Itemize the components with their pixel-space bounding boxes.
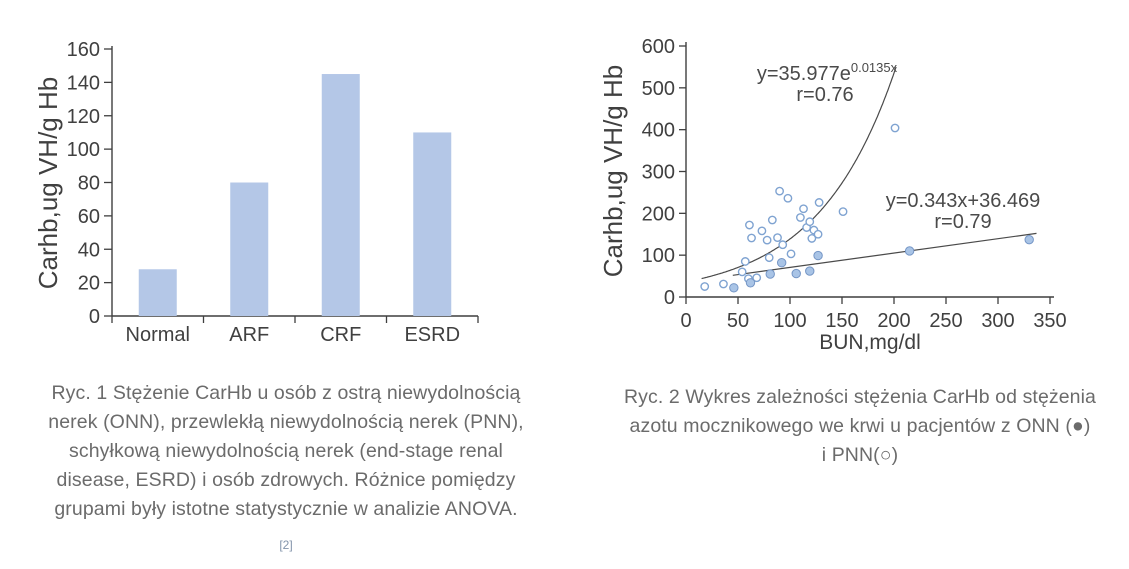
- scatter-point-open: [783, 193, 793, 203]
- y-tick-label: 60: [78, 206, 100, 228]
- x-tick-label: 150: [825, 310, 858, 332]
- scatter-point-open: [737, 267, 747, 277]
- scatter-point-filled: [805, 266, 815, 276]
- scatter-chart: 0 100 200 300 400 500 600 0 50 100 150 200 250 300 350…: [598, 36, 1067, 354]
- category-label: ARF: [229, 324, 269, 346]
- category-label: CRF: [320, 324, 361, 346]
- y-tick-label: 100: [642, 245, 675, 267]
- bar-crf: [321, 74, 360, 316]
- exp-equation-label: y=35.977e0.0135x: [757, 60, 898, 85]
- scatter-chart-group: 0 100 200 300 400 500 600 0 50 100 150 200 250 300 350…: [598, 36, 1067, 354]
- linear-r-label: r=0.79: [934, 211, 991, 233]
- scatter-point-open: [773, 233, 782, 242]
- bar-esrd: [413, 132, 452, 316]
- category-label: Normal: [126, 324, 190, 346]
- scatter-point-open: [752, 273, 762, 283]
- bar-normal: [138, 269, 177, 316]
- scatter-point-open: [795, 213, 805, 222]
- caption-line: azotu mocznikowego we krwi u pacjentów z…: [629, 415, 1091, 437]
- bar-chart-group: 0 20 40 60 80 100 120 140 160 Normal ARF CRF ESRD Car…: [33, 39, 479, 346]
- x-tick-label: 200: [877, 310, 910, 332]
- y-axis-title: Carhb,ug VH/g Hb: [598, 65, 628, 277]
- x-tick-label: 300: [981, 310, 1014, 332]
- y-tick-label: 20: [78, 273, 100, 295]
- y-tick-label: 160: [67, 39, 100, 61]
- scatter-point-filled: [791, 268, 801, 279]
- scatter-point-open: [890, 123, 900, 133]
- citation-reference: [2]: [279, 538, 293, 552]
- y-tick-label: 600: [642, 36, 675, 58]
- scatter-point-filled: [745, 278, 756, 288]
- scatter-point-open: [762, 235, 772, 245]
- category-label: ESRD: [404, 324, 460, 346]
- scatter-point-open: [778, 240, 788, 250]
- y-tick-label: 40: [78, 239, 100, 261]
- x-axis-title: BUN,mg/dl: [819, 331, 921, 354]
- y-tick-label: 140: [67, 72, 100, 94]
- linear-fit-line: [732, 232, 1037, 276]
- bar-chart: 0 20 40 60 80 100 120 140 160 Normal ARF CRF ESRD Car…: [33, 39, 479, 346]
- x-tick-label: 250: [929, 310, 962, 332]
- caption-line: Ryc. 2 Wykres zależności stężenia CarHb …: [623, 386, 1097, 408]
- scatter-point-open: [767, 215, 777, 225]
- caption-line: grupami były istotne statystycznie w ana…: [54, 498, 518, 520]
- x-tick-label: 50: [727, 310, 749, 332]
- scatter-point-open: [757, 226, 767, 236]
- y-tick-label: 0: [89, 306, 100, 328]
- exp-r-label: r=0.76: [796, 84, 853, 106]
- y-tick-label: 0: [664, 287, 675, 309]
- y-tick-label: 120: [67, 106, 100, 128]
- caption-line: nerek (ONN), przewlekłą niewydolnością n…: [48, 411, 524, 433]
- scatter-point-open: [814, 198, 824, 207]
- scatter-point-open: [700, 282, 710, 291]
- y-tick-label: 80: [78, 173, 100, 195]
- x-tick-label: 350: [1033, 310, 1066, 332]
- scatter-point-open: [740, 257, 750, 266]
- caption-line: disease, ESRD) i osób zdrowych. Różnice …: [56, 469, 516, 491]
- y-axis-title: Carhb,ug VH/g Hb: [33, 77, 63, 289]
- scatter-point-filled: [729, 283, 739, 293]
- scatter-point-filled: [813, 250, 823, 261]
- scatter-point-open: [807, 234, 817, 243]
- scatter-point-open: [799, 204, 808, 214]
- exponential-fit-curve: [701, 66, 897, 280]
- y-tick-label: 100: [67, 139, 100, 161]
- linear-equation-label: y=0.343x+36.469: [886, 190, 1041, 212]
- scatter-point-open: [775, 186, 785, 196]
- scatter-point-filled: [765, 269, 775, 279]
- scatter-point-open: [745, 220, 754, 230]
- caption-line: i PNN(○): [821, 444, 899, 466]
- y-tick-label: 300: [642, 162, 675, 184]
- y-tick-label: 500: [642, 78, 675, 100]
- x-tick-label: 100: [773, 310, 806, 332]
- scatter-point-open: [786, 249, 796, 259]
- caption-line: Ryc. 1 Stężenie CarHb u osób z ostrą nie…: [51, 382, 521, 404]
- scatter-point-filled: [904, 246, 915, 256]
- scatter-point-filled: [776, 257, 787, 268]
- y-tick-label: 400: [642, 120, 675, 142]
- scatter-point-open: [813, 229, 823, 239]
- caption-line: schyłkową niewydolnością nerek (end-stag…: [69, 440, 503, 462]
- scatter-point-open: [764, 253, 774, 263]
- x-tick-label: 0: [680, 310, 691, 332]
- exp-equation-exponent: 0.0135x: [851, 60, 898, 75]
- y-tick-label: 200: [642, 203, 675, 225]
- scatter-point-open: [747, 233, 756, 243]
- scatter-point-filled: [1024, 234, 1034, 245]
- scatter-point-open: [838, 207, 848, 217]
- scatter-point-open: [719, 279, 728, 289]
- scatter-point-open: [805, 217, 815, 227]
- figure1-caption: Ryc. 1 Stężenie CarHb u osób z ostrą nie…: [8, 379, 564, 524]
- bar-arf: [230, 182, 269, 316]
- figure2-caption: Ryc. 2 Wykres zależności stężenia CarHb …: [590, 383, 1129, 470]
